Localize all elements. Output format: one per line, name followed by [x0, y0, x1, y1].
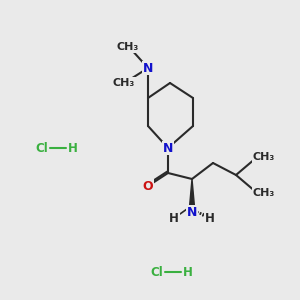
Text: H: H [205, 212, 215, 224]
Text: H: H [183, 266, 193, 278]
Text: H: H [169, 212, 179, 224]
Text: Cl: Cl [36, 142, 48, 154]
Text: CH₃: CH₃ [113, 78, 135, 88]
Text: N: N [143, 61, 153, 74]
Text: Cl: Cl [151, 266, 164, 278]
Text: N: N [187, 206, 197, 218]
Text: O: O [143, 179, 153, 193]
Text: CH₃: CH₃ [117, 42, 139, 52]
Text: N: N [163, 142, 173, 154]
Text: CH₃: CH₃ [253, 152, 275, 162]
Text: CH₃: CH₃ [253, 188, 275, 198]
Text: H: H [68, 142, 78, 154]
Polygon shape [190, 179, 194, 207]
